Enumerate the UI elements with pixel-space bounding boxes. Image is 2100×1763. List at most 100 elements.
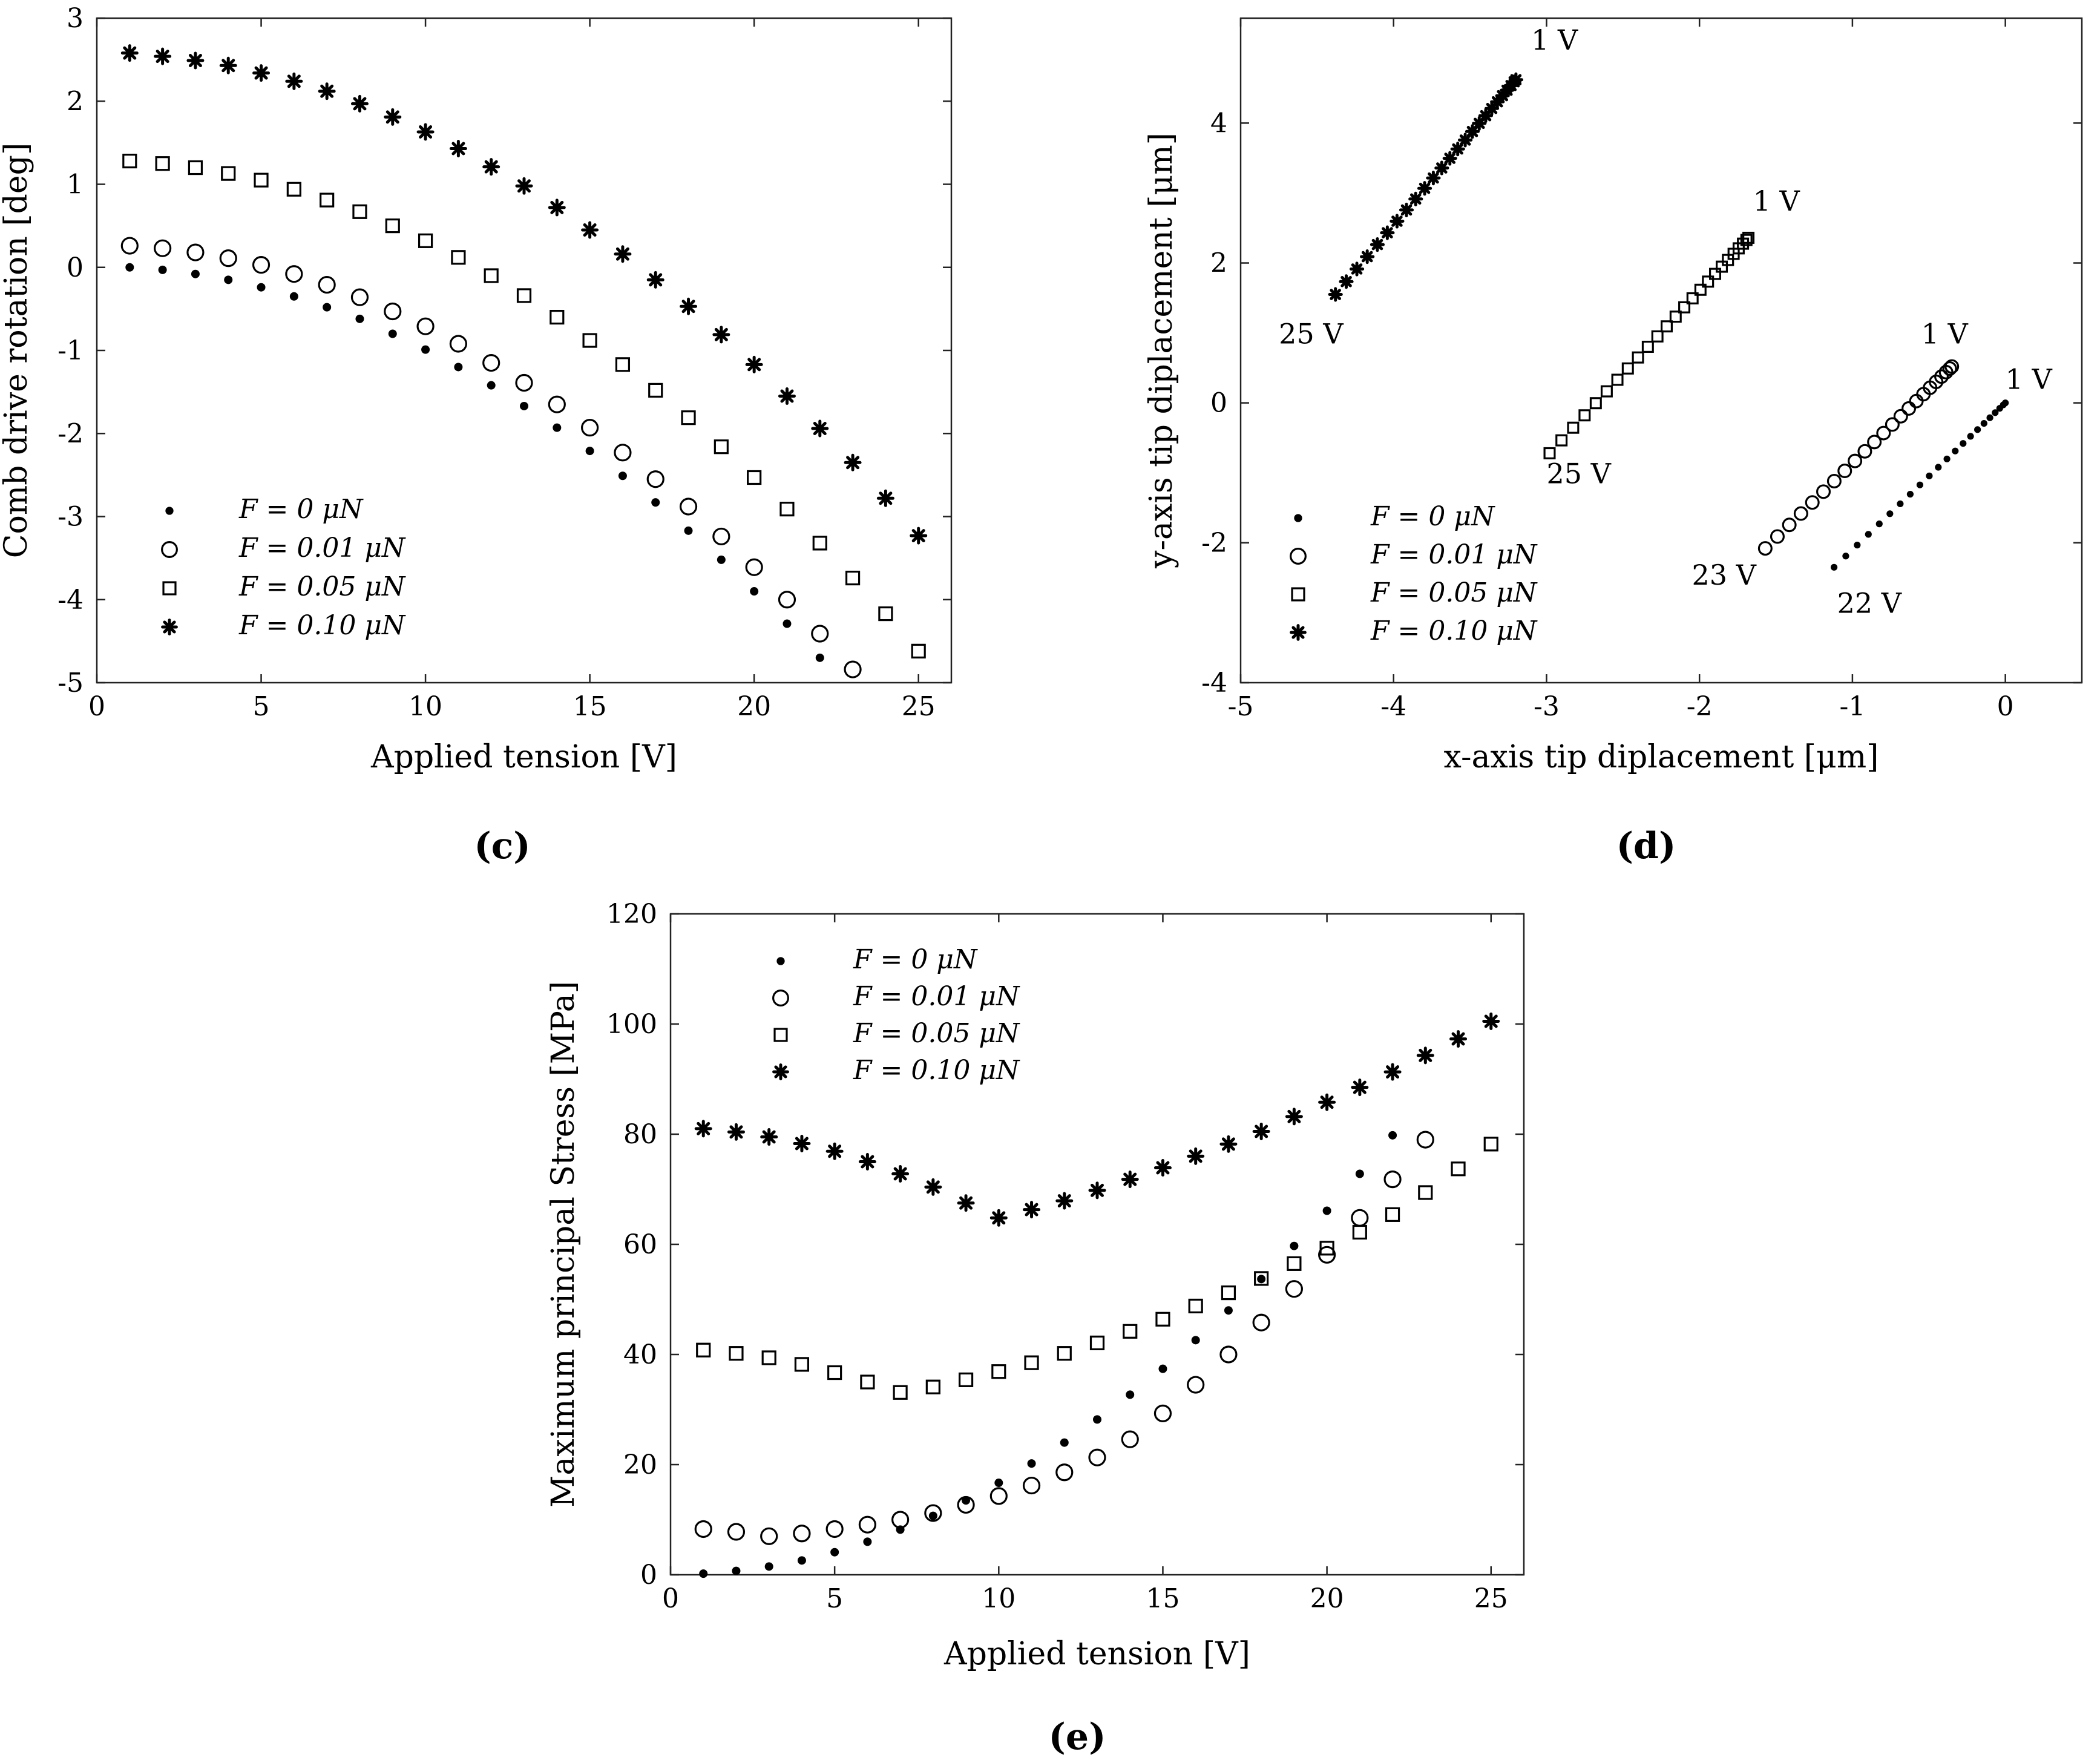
data-point-square [991, 1364, 1006, 1379]
annotation-label: 22 V [1837, 586, 1902, 619]
data-point-dot [815, 653, 824, 662]
data-point-square [827, 1365, 842, 1381]
data-point-dot [421, 345, 430, 354]
y-axis-label-d: y-axis tip diplacement [μm] [1143, 133, 1180, 569]
data-point-star [1328, 287, 1343, 302]
data-point-circle [1848, 453, 1863, 468]
data-point-star [252, 64, 271, 82]
data-point-square [747, 470, 762, 485]
data-point-dot [158, 265, 167, 274]
data-point-dot [1906, 490, 1914, 498]
data-point-dot [224, 275, 233, 284]
data-point-star [186, 51, 205, 70]
data-point-star [384, 108, 402, 126]
data-point-circle [646, 470, 664, 488]
data-point-star [910, 527, 928, 545]
y-tick-label-d: 4 [1210, 108, 1227, 139]
data-point-square [1661, 320, 1673, 333]
data-point-star [350, 94, 369, 113]
data-point-circle [1867, 435, 1882, 450]
x-tick-label-d: -4 [1380, 691, 1406, 722]
data-point-square [812, 536, 827, 551]
data-point-dot [1986, 414, 1993, 421]
y-tick-label-e: 60 [623, 1229, 657, 1260]
data-point-circle [1909, 393, 1924, 409]
data-point-star [844, 453, 862, 471]
data-point-square [122, 153, 137, 169]
data-point-square [860, 1374, 875, 1390]
data-point-dot [1290, 1241, 1299, 1250]
x-tick-label-d: -2 [1687, 691, 1713, 722]
y-tick-label-c: -2 [57, 418, 84, 449]
data-point-circle [449, 335, 467, 353]
data-point-dot [1842, 553, 1849, 560]
x-tick-label-e: 15 [1146, 1583, 1180, 1614]
x-axis-label-e: Applied tension [V] [943, 1636, 1250, 1672]
data-point-square [418, 233, 433, 248]
data-point-square [1632, 351, 1644, 364]
data-point-star [1495, 88, 1510, 103]
data-point-circle [186, 243, 205, 261]
data-point-square [1221, 1285, 1236, 1301]
data-point-circle [1088, 1448, 1106, 1466]
data-point-dot [1060, 1438, 1069, 1447]
data-point-star [1121, 1170, 1139, 1189]
data-point-square [1543, 447, 1556, 459]
data-point-square [893, 1385, 908, 1400]
data-point-star [581, 221, 599, 239]
data-point-square [1451, 1161, 1466, 1177]
data-point-square [1651, 330, 1664, 343]
data-point-square [1600, 385, 1613, 398]
data-point-star [680, 297, 698, 315]
data-point-square [1287, 1256, 1302, 1271]
data-point-star [1490, 94, 1505, 110]
y-tick-label-c: -5 [57, 668, 84, 698]
data-point-dot [1388, 1131, 1397, 1140]
data-point-star [154, 47, 172, 65]
data-point-star [1434, 160, 1449, 176]
data-point-square [1716, 260, 1728, 273]
data-point-star [1426, 171, 1441, 186]
data-point-square [648, 382, 663, 398]
legend-marker-square [162, 581, 177, 596]
data-point-square [1385, 1207, 1400, 1222]
data-point-square [1483, 1137, 1498, 1152]
data-point-star [811, 419, 829, 438]
y-tick-label-e: 20 [623, 1449, 657, 1480]
data-point-dot [863, 1537, 872, 1546]
data-point-dot [1886, 510, 1894, 517]
data-point-dot [355, 314, 364, 323]
data-point-star [1153, 1159, 1172, 1177]
data-point-star [1465, 124, 1480, 139]
data-point-star [1390, 214, 1405, 229]
legend-entry: F = 0 μN [238, 494, 364, 525]
data-point-square [1418, 1185, 1433, 1200]
x-tick-label-c: 20 [737, 691, 771, 722]
data-point-dot [125, 263, 134, 272]
data-point-circle [1816, 484, 1831, 499]
legend-marker-star [772, 1063, 789, 1080]
data-point-circle [515, 373, 533, 392]
data-point-circle [350, 288, 369, 306]
data-point-circle [1022, 1476, 1041, 1495]
data-point-star [318, 82, 336, 100]
data-point-circle [745, 558, 763, 576]
data-point-dot [764, 1562, 773, 1571]
data-point-star [1380, 225, 1395, 240]
data-point-square [188, 160, 203, 176]
data-point-star [482, 158, 500, 176]
data-point-star [1408, 191, 1423, 206]
data-point-dot [1980, 419, 1987, 427]
data-point-square [1254, 1271, 1269, 1286]
data-point-dot [1967, 433, 1974, 440]
data-point-star [825, 1142, 844, 1160]
data-point-square [1123, 1324, 1138, 1339]
data-point-circle [1782, 517, 1797, 533]
x-tick-label-e: 25 [1474, 1583, 1508, 1614]
data-point-square [615, 357, 631, 372]
data-point-circle [1351, 1209, 1369, 1227]
data-point-dot [684, 526, 693, 535]
data-point-circle [1857, 444, 1872, 459]
data-point-star [957, 1194, 975, 1212]
legend-marker-square [1291, 587, 1305, 602]
